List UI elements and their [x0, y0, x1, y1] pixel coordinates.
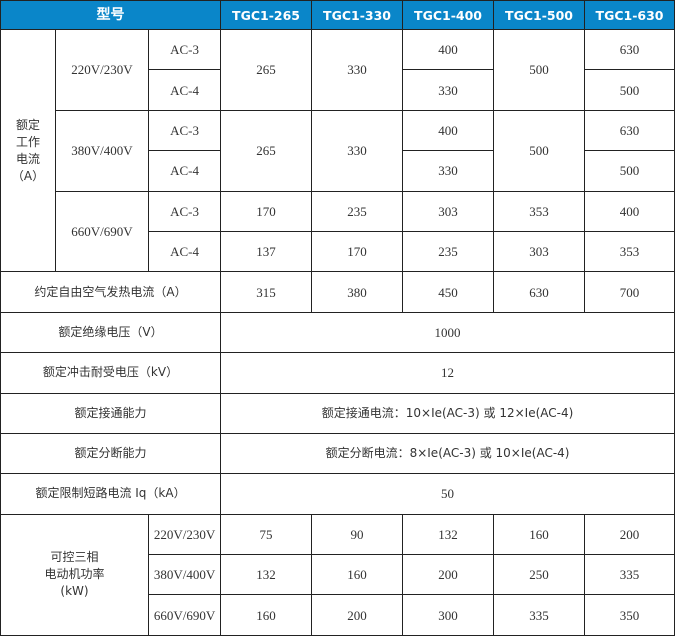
insulation-voltage-value: 1000	[220, 311, 675, 354]
value-cell: 400	[402, 28, 495, 71]
value-cell: 132	[402, 513, 495, 556]
table-row: 660V/690V 160 200 300 335 350	[1, 594, 675, 636]
value-cell: 315	[220, 271, 313, 313]
table-row: 380V/400V AC-3 265 330 400 500 630	[1, 109, 675, 192]
label-line: 工作	[15, 134, 40, 149]
model-header: 型号	[0, 0, 222, 30]
value-cell: 450	[402, 271, 495, 313]
label-line: 电动机功率	[44, 567, 105, 582]
insulation-voltage-label: 额定绝缘电压（V）	[0, 311, 222, 354]
category-cell: AC-4	[147, 150, 222, 192]
model-col: TGC1-330	[311, 0, 404, 30]
table-row: 380V/400V 132 160 200 250 335	[1, 554, 675, 596]
value-cell: 630	[493, 271, 586, 313]
value-cell: 200	[311, 594, 404, 636]
value-cell: 500	[584, 150, 675, 192]
value-cell: 700	[584, 271, 675, 313]
table-row: 额定接通能力 额定接通电流：10×Ie(AC-3) 或 12×Ie(AC-4)	[0, 392, 675, 434]
table-row: 660V/690V AC-3 170 235 303 353 400	[1, 190, 675, 273]
value-cell: 630	[584, 109, 675, 152]
value-cell: 335	[584, 554, 675, 596]
voltage-cell: 220V/230V	[55, 29, 149, 111]
motor-power-label: 可控三相 电动机功率 (kW)	[0, 513, 149, 636]
value-cell: 303	[493, 230, 586, 273]
value-cell: 330	[402, 150, 495, 192]
value-cell: 330	[311, 109, 404, 192]
value-cell: 265	[220, 109, 313, 192]
value-cell: 353	[584, 230, 675, 273]
value-cell: 330	[402, 69, 495, 111]
label-line: （A）	[11, 168, 45, 183]
category-cell: AC-3	[147, 28, 222, 71]
label-line: 额定	[15, 117, 40, 132]
table-row: 额定分断能力 额定分断电流：8×Ie(AC-3) 或 10×Ie(AC-4)	[0, 432, 675, 475]
value-cell: 160	[220, 594, 313, 636]
value-cell: 170	[220, 190, 313, 232]
voltage-cell: 380V/400V	[55, 109, 149, 192]
value-cell: 630	[584, 28, 675, 71]
value-cell: 500	[584, 69, 675, 111]
value-cell: 90	[311, 513, 404, 556]
table-row: 可控三相 电动机功率 (kW) 220V/230V 75 90 132 160 …	[0, 513, 675, 636]
value-cell: 400	[402, 109, 495, 152]
value-cell: 330	[311, 29, 404, 111]
thermal-current-label: 约定自由空气发热电流（A）	[0, 271, 222, 313]
table-row: AC-4 137 170 235 303 353	[1, 230, 675, 273]
label-line: 电流	[15, 151, 40, 166]
impulse-voltage-value: 12	[220, 352, 675, 394]
label-line: 可控三相	[50, 550, 99, 565]
category-cell: AC-3	[147, 190, 222, 232]
table-row: AC-4 330 500	[1, 150, 675, 192]
model-col: TGC1-265	[220, 0, 313, 30]
rated-current-label: 额定 工作 电流 （A）	[0, 28, 56, 273]
value-cell: 200	[584, 513, 675, 556]
value-cell: 265	[220, 29, 313, 111]
value-cell: 303	[402, 190, 495, 232]
value-cell: 200	[402, 554, 495, 596]
voltage-cell: 380V/400V	[147, 554, 222, 596]
value-cell: 350	[584, 594, 675, 636]
voltage-cell: 660V/690V	[147, 594, 222, 636]
breaking-capacity-value: 额定分断电流：8×Ie(AC-3) 或 10×Ie(AC-4)	[220, 432, 675, 475]
value-cell: 300	[402, 594, 495, 636]
value-cell: 500	[493, 29, 586, 111]
value-cell: 335	[493, 594, 586, 636]
value-cell: 235	[402, 230, 495, 273]
making-capacity-value: 额定接通电流：10×Ie(AC-3) 或 12×Ie(AC-4)	[220, 392, 675, 434]
category-cell: AC-4	[147, 69, 222, 111]
value-cell: 400	[584, 190, 675, 232]
table-row: AC-4 330 500	[1, 69, 675, 111]
model-col: TGC1-400	[402, 0, 495, 30]
model-col: TGC1-630	[584, 0, 675, 30]
voltage-cell: 220V/230V	[147, 513, 222, 556]
short-circuit-label: 额定限制短路电流 Iq（kA）	[0, 473, 222, 515]
table-row: 额定限制短路电流 Iq（kA） 50	[0, 473, 675, 515]
value-cell: 160	[493, 513, 586, 556]
value-cell: 137	[220, 230, 313, 273]
table-row: 额定绝缘电压（V） 1000	[0, 311, 675, 354]
value-cell: 132	[220, 554, 313, 596]
value-cell: 170	[311, 230, 404, 273]
voltage-cell: 660V/690V	[55, 190, 149, 273]
value-cell: 235	[311, 190, 404, 232]
table-row: 额定 工作 电流 （A） 220V/230V AC-3 265 330 400 …	[0, 28, 675, 273]
impulse-voltage-label: 额定冲击耐受电压（kV）	[0, 352, 222, 394]
table-row: 约定自由空气发热电流（A） 315 380 450 630 700	[0, 271, 675, 313]
short-circuit-value: 50	[220, 473, 675, 515]
value-cell: 353	[493, 190, 586, 232]
value-cell: 75	[220, 513, 313, 556]
value-cell: 250	[493, 554, 586, 596]
value-cell: 160	[311, 554, 404, 596]
category-cell: AC-3	[147, 109, 222, 152]
value-cell: 500	[493, 109, 586, 192]
header-row: 型号 TGC1-265 TGC1-330 TGC1-400 TGC1-500 T…	[0, 0, 675, 30]
making-capacity-label: 额定接通能力	[0, 392, 222, 434]
table-row: 额定冲击耐受电压（kV） 12	[0, 352, 675, 394]
label-line: (kW)	[60, 584, 89, 599]
category-cell: AC-4	[147, 230, 222, 273]
model-col: TGC1-500	[493, 0, 586, 30]
breaking-capacity-label: 额定分断能力	[0, 432, 222, 475]
value-cell: 380	[311, 271, 404, 313]
